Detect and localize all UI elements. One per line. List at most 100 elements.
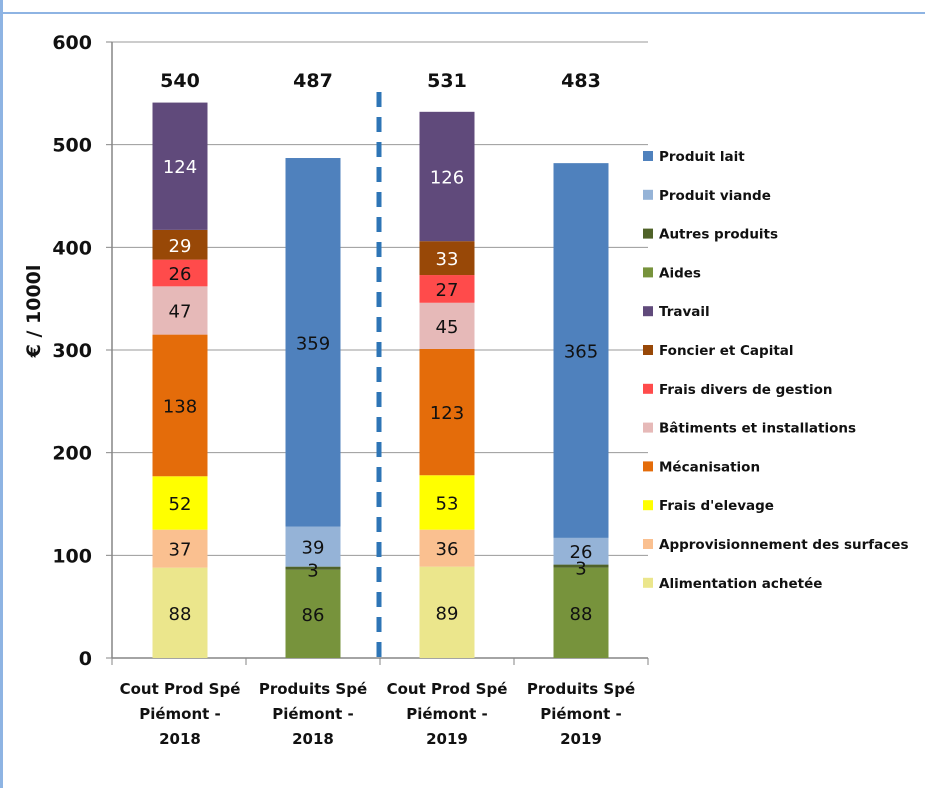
- bar-value-label: 359: [296, 333, 330, 354]
- bar-segment: [419, 348, 475, 476]
- y-tick-label: 200: [52, 443, 92, 465]
- legend-swatch: [643, 577, 653, 588]
- bar-segment: [419, 302, 475, 349]
- y-axis-label: € / 1000l: [23, 265, 45, 359]
- bar-total-label: 531: [427, 70, 467, 92]
- bar-value-label: 27: [436, 280, 459, 301]
- bar-segment: [285, 569, 341, 658]
- legend-swatch: [643, 189, 653, 200]
- legend-swatch: [643, 461, 653, 472]
- y-tick-label: 100: [52, 545, 92, 567]
- bar-value-label: 89: [436, 603, 459, 624]
- legend-swatch: [643, 539, 653, 549]
- bars: [152, 102, 609, 658]
- bar-segment: [419, 241, 475, 276]
- x-category-label: 2019: [560, 730, 602, 748]
- legend-entry: Foncier et Capital: [659, 343, 794, 359]
- x-category-label: Piémont -: [139, 705, 221, 723]
- x-category-label: 2019: [426, 730, 468, 748]
- bar-value-label: 86: [302, 605, 325, 626]
- bar-total-label: 540: [160, 70, 200, 92]
- bar-value-label: 47: [169, 301, 192, 322]
- bar-segment: [152, 286, 208, 335]
- bar-value-label: 36: [436, 539, 459, 560]
- legend: Produit lait Produit viande Autres produit…: [643, 149, 908, 592]
- bar-value-label: 3: [307, 561, 318, 582]
- legend-entry: Aides: [659, 265, 701, 281]
- legend-entry: Autres produits: [659, 227, 778, 243]
- bar-segment: [152, 229, 208, 260]
- legend-entry: Approvisionnement des surfaces: [659, 537, 908, 553]
- bar-value-label: 88: [169, 604, 192, 625]
- legend-swatch: [643, 306, 653, 317]
- bar-segment: [419, 275, 475, 303]
- segment-labels: 8837521384726291248633935989365312345273…: [163, 157, 598, 626]
- bar-segment: [285, 158, 341, 527]
- bar-value-label: 3: [575, 559, 586, 580]
- legend-entry: Frais d'elevage: [659, 498, 774, 514]
- y-axis-ticks: 0 100 200 300 400 500 600: [52, 32, 92, 670]
- bar-value-label: 138: [163, 396, 197, 417]
- bar-segment: [553, 564, 609, 568]
- bar-segment: [285, 526, 341, 567]
- x-category-label: Piémont -: [272, 705, 354, 723]
- bar-value-label: 53: [436, 493, 459, 514]
- y-tick-label: 400: [52, 237, 92, 259]
- bar-segment: [152, 529, 208, 568]
- bar-value-label: 26: [169, 264, 192, 285]
- y-tick-label: 500: [52, 135, 92, 157]
- x-category-label: 2018: [159, 730, 201, 748]
- bar-value-label: 39: [302, 538, 325, 559]
- legend-swatch: [643, 422, 653, 433]
- bar-value-label: 45: [436, 317, 459, 338]
- legend-entry: Produit viande: [659, 188, 771, 204]
- bar-value-label: 124: [163, 157, 197, 178]
- x-category-label: Piémont -: [540, 705, 622, 723]
- bar-total-label: 483: [561, 70, 601, 92]
- legend-swatch: [643, 151, 653, 161]
- bar-segment: [553, 567, 609, 658]
- x-category-label: Piémont -: [406, 705, 488, 723]
- bar-segment: [419, 566, 475, 658]
- bar-total-label: 487: [293, 70, 333, 92]
- legend-entry: Alimentation achetée: [659, 576, 822, 592]
- bar-segment: [152, 476, 208, 530]
- bar-segment: [553, 163, 609, 538]
- legend-swatch: [643, 500, 653, 511]
- legend-entry: Bâtiments et installations: [659, 421, 856, 437]
- bar-segment: [152, 334, 208, 477]
- bar-segment: [419, 475, 475, 530]
- bar-segment: [152, 102, 208, 230]
- legend-swatch: [643, 345, 653, 355]
- bar-segment: [419, 529, 475, 567]
- x-category-label: Cout Prod Spé: [387, 680, 508, 698]
- legend-entry: Travail: [659, 304, 710, 320]
- y-tick-label: 300: [52, 340, 92, 362]
- legend-entry: Produit lait: [659, 149, 745, 165]
- bar-value-label: 123: [430, 403, 464, 424]
- bar-value-label: 33: [436, 249, 459, 270]
- x-axis-categories: Cout Prod Spé Piémont - 2018 Produits Spé Pi…: [120, 680, 636, 748]
- bar-segment: [419, 111, 475, 242]
- bar-segment: [285, 566, 341, 570]
- legend-entry: Frais divers de gestion: [659, 382, 832, 398]
- legend-swatch: [643, 383, 653, 394]
- x-category-label: Produits Spé: [259, 680, 367, 698]
- bar-value-label: 365: [564, 342, 598, 363]
- total-labels: 540 487 531 483: [160, 70, 601, 92]
- bar-value-label: 26: [570, 542, 593, 563]
- legend-swatch: [643, 228, 653, 239]
- y-tick-label: 0: [79, 648, 92, 670]
- x-category-label: Cout Prod Spé: [120, 680, 241, 698]
- legend-swatch: [643, 267, 653, 278]
- bar-value-label: 52: [169, 494, 192, 515]
- bar-segment: [553, 537, 609, 565]
- bar-value-label: 37: [169, 540, 192, 561]
- x-category-label: 2018: [292, 730, 334, 748]
- bar-segment: [152, 259, 208, 287]
- y-tick-label: 600: [52, 32, 92, 54]
- bar-value-label: 29: [169, 236, 192, 257]
- bar-value-label: 88: [570, 604, 593, 625]
- legend-entry: Mécanisation: [659, 459, 760, 475]
